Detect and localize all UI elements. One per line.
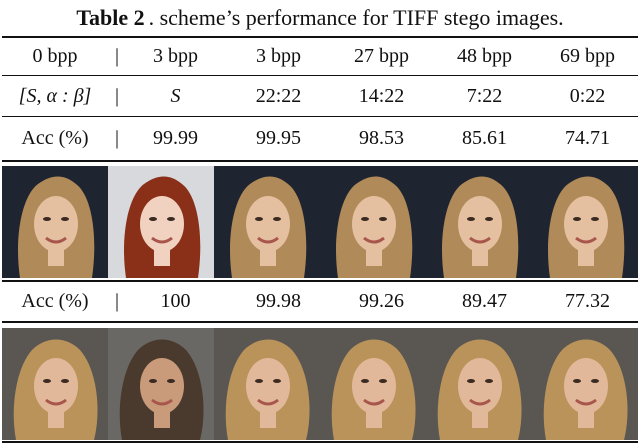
secret-face-image <box>108 166 214 278</box>
accuracy-1-cell-2: 99.95 <box>256 126 301 149</box>
cover-face-image <box>2 328 108 440</box>
bottom-rule <box>2 441 638 443</box>
stego-face-image <box>532 328 638 440</box>
column-separator: | <box>114 84 119 107</box>
accuracy-2-cell-2: 99.98 <box>256 289 301 312</box>
param-row-label: [S, α : β] <box>18 84 92 107</box>
accuracy-2-cell-1: 100 <box>160 289 191 312</box>
param-row: [S, α : β] | S 22:22 14:22 7:22 0:22 <box>0 77 640 115</box>
param-cell-1: S <box>170 84 181 107</box>
image-row-1-top-rule <box>2 160 638 162</box>
table-caption: Table 2. scheme’s performance for TIFF s… <box>0 0 640 36</box>
accuracy-row-1-label: Acc (%) <box>21 126 89 149</box>
table-caption-text: . scheme’s performance for TIFF stego im… <box>148 5 564 30</box>
param-cell-2: 22:22 <box>255 84 302 107</box>
accuracy-1-cell-3: 98.53 <box>359 126 404 149</box>
image-row-2-top-rule <box>2 321 638 323</box>
accuracy-2-cell-5: 77.32 <box>565 289 610 312</box>
column-separator: | <box>114 289 119 312</box>
stego-face-image <box>320 166 426 278</box>
header-rule <box>2 75 638 76</box>
secret-face-image <box>108 328 214 440</box>
image-row-1 <box>2 166 638 278</box>
stego-face-image <box>426 328 532 440</box>
header-cell-0: 0 bpp <box>32 44 78 67</box>
stego-face-image <box>214 328 320 440</box>
image-row-1-bottom-rule <box>2 280 638 282</box>
accuracy-1-cell-5: 74.71 <box>565 126 610 149</box>
image-row-2 <box>2 328 638 440</box>
accuracy-row-1: Acc (%) | 99.99 99.95 98.53 85.61 74.71 <box>0 118 640 158</box>
stego-face-image <box>532 166 638 278</box>
table-label: Table 2 <box>76 5 145 30</box>
header-row: 0 bpp | 3 bpp 3 bpp 27 bpp 48 bpp 69 bpp <box>0 38 640 74</box>
param-rule <box>2 116 638 117</box>
header-cell-5: 69 bpp <box>560 44 615 67</box>
column-separator: | <box>114 44 119 67</box>
param-cell-3: 14:22 <box>358 84 405 107</box>
stego-face-image <box>426 166 532 278</box>
column-separator: | <box>114 126 119 149</box>
accuracy-1-cell-1: 99.99 <box>153 126 198 149</box>
accuracy-row-2: Acc (%) | 100 99.98 99.26 89.47 77.32 <box>0 282 640 320</box>
accuracy-1-cell-4: 85.61 <box>462 126 507 149</box>
param-cell-5: 0:22 <box>569 84 606 107</box>
header-cell-2: 3 bpp <box>256 44 301 67</box>
accuracy-row-2-label: Acc (%) <box>21 289 89 312</box>
accuracy-2-cell-3: 99.26 <box>359 289 404 312</box>
cover-face-image <box>2 166 108 278</box>
param-cell-4: 7:22 <box>466 84 503 107</box>
stego-face-image <box>214 166 320 278</box>
stego-face-image <box>320 328 426 440</box>
top-rule <box>2 36 638 38</box>
header-cell-3: 27 bpp <box>354 44 409 67</box>
header-cell-1: 3 bpp <box>153 44 198 67</box>
header-cell-4: 48 bpp <box>457 44 512 67</box>
accuracy-2-cell-4: 89.47 <box>462 289 507 312</box>
